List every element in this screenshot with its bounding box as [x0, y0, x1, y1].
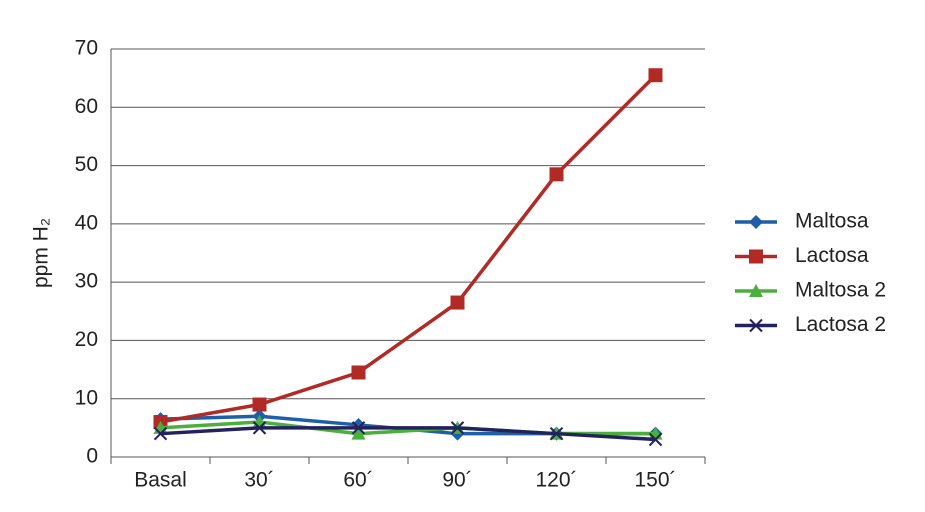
- x-tick-label: 120´: [535, 469, 577, 492]
- y-tick-label: 20: [75, 328, 98, 351]
- y-tick-label: 50: [75, 153, 98, 176]
- y-tick-label: 40: [75, 211, 98, 234]
- x-tick-label: 30´: [244, 469, 274, 492]
- y-tick-label: 30: [75, 270, 98, 293]
- marker: [450, 295, 465, 310]
- legend-label: Maltosa 2: [795, 279, 886, 302]
- marker: [549, 167, 564, 182]
- marker: [450, 421, 465, 435]
- marker: [351, 421, 366, 435]
- x-tick-label: 90´: [442, 469, 472, 492]
- legend-label: Lactosa 2: [795, 313, 886, 336]
- marker: [351, 365, 366, 380]
- y-tick-label: 10: [75, 386, 98, 409]
- marker: [153, 426, 168, 441]
- legend-label: Maltosa: [795, 210, 869, 233]
- series-line: [160, 73, 657, 424]
- legend-marker: [749, 215, 763, 229]
- legend-marker: [749, 249, 763, 264]
- marker: [252, 397, 267, 412]
- y-tick-label: 70: [75, 37, 98, 60]
- legend-label: Lactosa: [795, 244, 869, 267]
- y-axis-label: ppm H₂: [30, 218, 53, 288]
- y-tick-label: 0: [86, 445, 98, 468]
- marker: [648, 432, 663, 447]
- x-tick-label: Basal: [134, 469, 187, 492]
- series-line: [160, 426, 656, 442]
- y-tick-label: 60: [75, 95, 98, 118]
- x-tick-label: 60´: [343, 469, 373, 492]
- marker: [351, 426, 366, 440]
- legend-marker: [749, 318, 763, 333]
- marker: [549, 426, 564, 441]
- marker: [648, 68, 663, 83]
- marker: [252, 421, 267, 435]
- x-tick-label: 150´: [634, 469, 676, 492]
- legend-marker: [749, 284, 763, 297]
